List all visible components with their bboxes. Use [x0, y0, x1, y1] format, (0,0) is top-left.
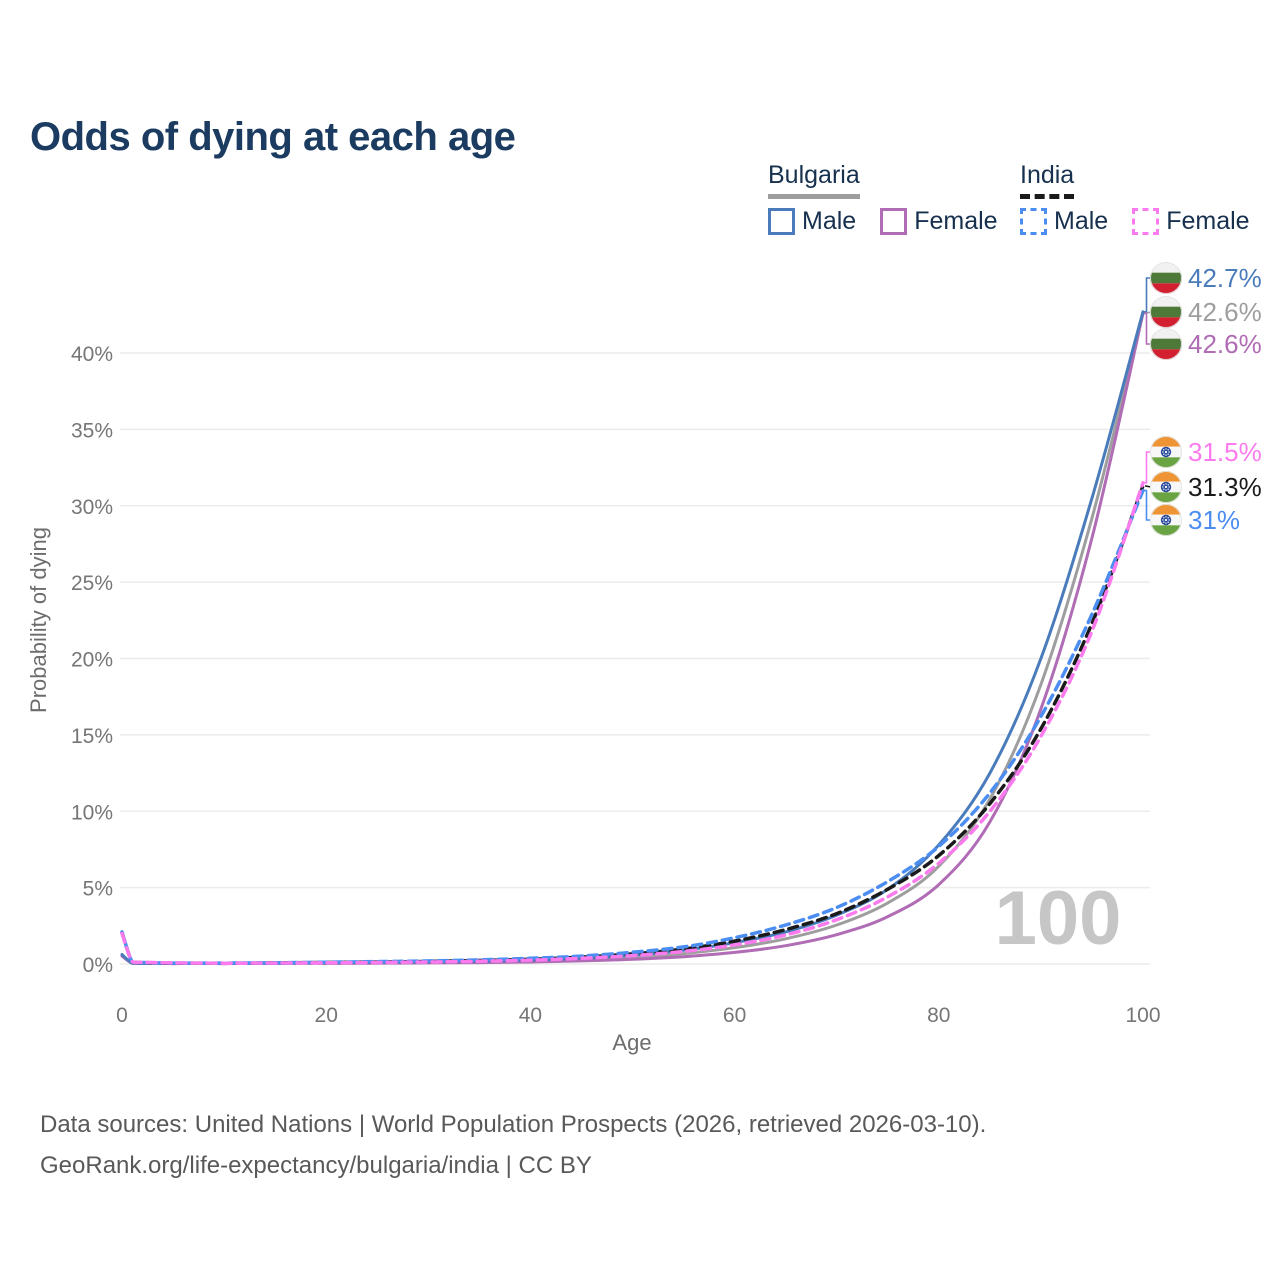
legend-items-bulgaria: Male Female — [768, 207, 1022, 236]
page-title: Odds of dying at each age — [30, 114, 516, 159]
legend-item-india-female[interactable]: Female — [1132, 207, 1250, 236]
legend-country-bulgaria[interactable]: Bulgaria — [768, 161, 860, 199]
series-line-bulgaria-both[interactable] — [120, 311, 1145, 966]
x-tick-label: 80 — [927, 1004, 950, 1027]
y-axis-title: Probability of dying — [26, 527, 51, 713]
x-tick-label: 40 — [519, 1004, 542, 1027]
legend-item-india-male[interactable]: Male — [1020, 207, 1108, 236]
india-male-swatch-icon — [1020, 208, 1047, 235]
end-label-india-male: 31% — [1188, 505, 1240, 535]
end-label-bulgaria-female: 42.6% — [1188, 329, 1262, 359]
series-line-bulgaria-male[interactable] — [120, 310, 1145, 966]
india-female-label: Female — [1166, 207, 1250, 235]
legend-group-india: India Male Female — [1020, 161, 1274, 236]
india-flag-icon — [1150, 436, 1182, 468]
bulgaria-flag-icon — [1150, 328, 1182, 360]
y-tick-label: 40% — [71, 343, 113, 366]
bulgaria-male-swatch-icon — [768, 208, 795, 235]
india-female-swatch-icon — [1132, 208, 1160, 235]
x-tick-label: 60 — [723, 1004, 746, 1027]
legend-items-india: Male Female — [1020, 207, 1274, 236]
end-label-india-both: 31.3% — [1188, 472, 1262, 502]
india-flag-icon — [1150, 471, 1182, 503]
end-label-bulgaria-male: 42.7% — [1188, 263, 1262, 293]
legend-item-bulgaria-male[interactable]: Male — [768, 207, 856, 236]
y-tick-label: 0% — [83, 954, 113, 977]
attribution-line: GeoRank.org/life-expectancy/bulgaria/ind… — [40, 1152, 592, 1179]
y-tick-label: 30% — [71, 496, 113, 519]
chart-footer: Data sources: United Nations | World Pop… — [40, 1104, 986, 1186]
bulgaria-male-label: Male — [802, 207, 857, 235]
end-label-connector-bulgaria-male — [1144, 277, 1151, 313]
end-label-connector-india-both — [1144, 485, 1152, 488]
bulgaria-flag-icon — [1150, 296, 1182, 328]
end-label-connector-india-female — [1144, 451, 1151, 484]
bulgaria-flag-icon — [1150, 262, 1182, 294]
age-watermark: 100 — [995, 876, 1122, 961]
india-flag-icon — [1150, 504, 1182, 536]
end-label-connector-bulgaria-female — [1144, 312, 1151, 345]
y-tick-label: 10% — [71, 801, 113, 824]
series-line-bulgaria-female[interactable] — [120, 311, 1145, 966]
bulgaria-female-label: Female — [914, 207, 998, 235]
x-tick-label: 0 — [116, 1004, 128, 1027]
end-label-india-female: 31.5% — [1188, 437, 1262, 467]
data-sources-line: Data sources: United Nations | World Pop… — [40, 1111, 987, 1138]
series-line-india-both[interactable] — [120, 484, 1145, 965]
end-label-bulgaria-both: 42.6% — [1188, 297, 1262, 327]
legend-group-bulgaria: Bulgaria Male Female — [768, 161, 1022, 236]
x-axis-title: Age — [612, 1030, 651, 1055]
series-line-india-male[interactable] — [120, 488, 1145, 965]
end-label-connector-india-male — [1144, 489, 1151, 521]
y-tick-label: 25% — [71, 572, 113, 595]
x-tick-label: 20 — [315, 1004, 338, 1027]
end-labels: 42.7% 42.6%42.6% 31.5% 31.3%31% — [1144, 262, 1262, 536]
y-tick-label: 5% — [83, 878, 113, 901]
gridlines: 0% 5% 10% 15% 20% 25% 30% 35% 40% 0 20 40 60 80 100 Age… — [26, 343, 1161, 1055]
y-tick-label: 15% — [71, 725, 113, 748]
legend-country-india[interactable]: India — [1020, 161, 1075, 199]
bulgaria-female-swatch-icon — [880, 208, 908, 235]
legend-item-bulgaria-female[interactable]: Female — [880, 207, 998, 236]
series-lines — [120, 310, 1145, 966]
x-tick-label: 100 — [1125, 1004, 1160, 1027]
y-tick-label: 35% — [71, 419, 113, 442]
india-male-label: Male — [1054, 207, 1109, 235]
series-line-india-female[interactable] — [120, 481, 1145, 965]
y-tick-label: 20% — [71, 649, 113, 672]
